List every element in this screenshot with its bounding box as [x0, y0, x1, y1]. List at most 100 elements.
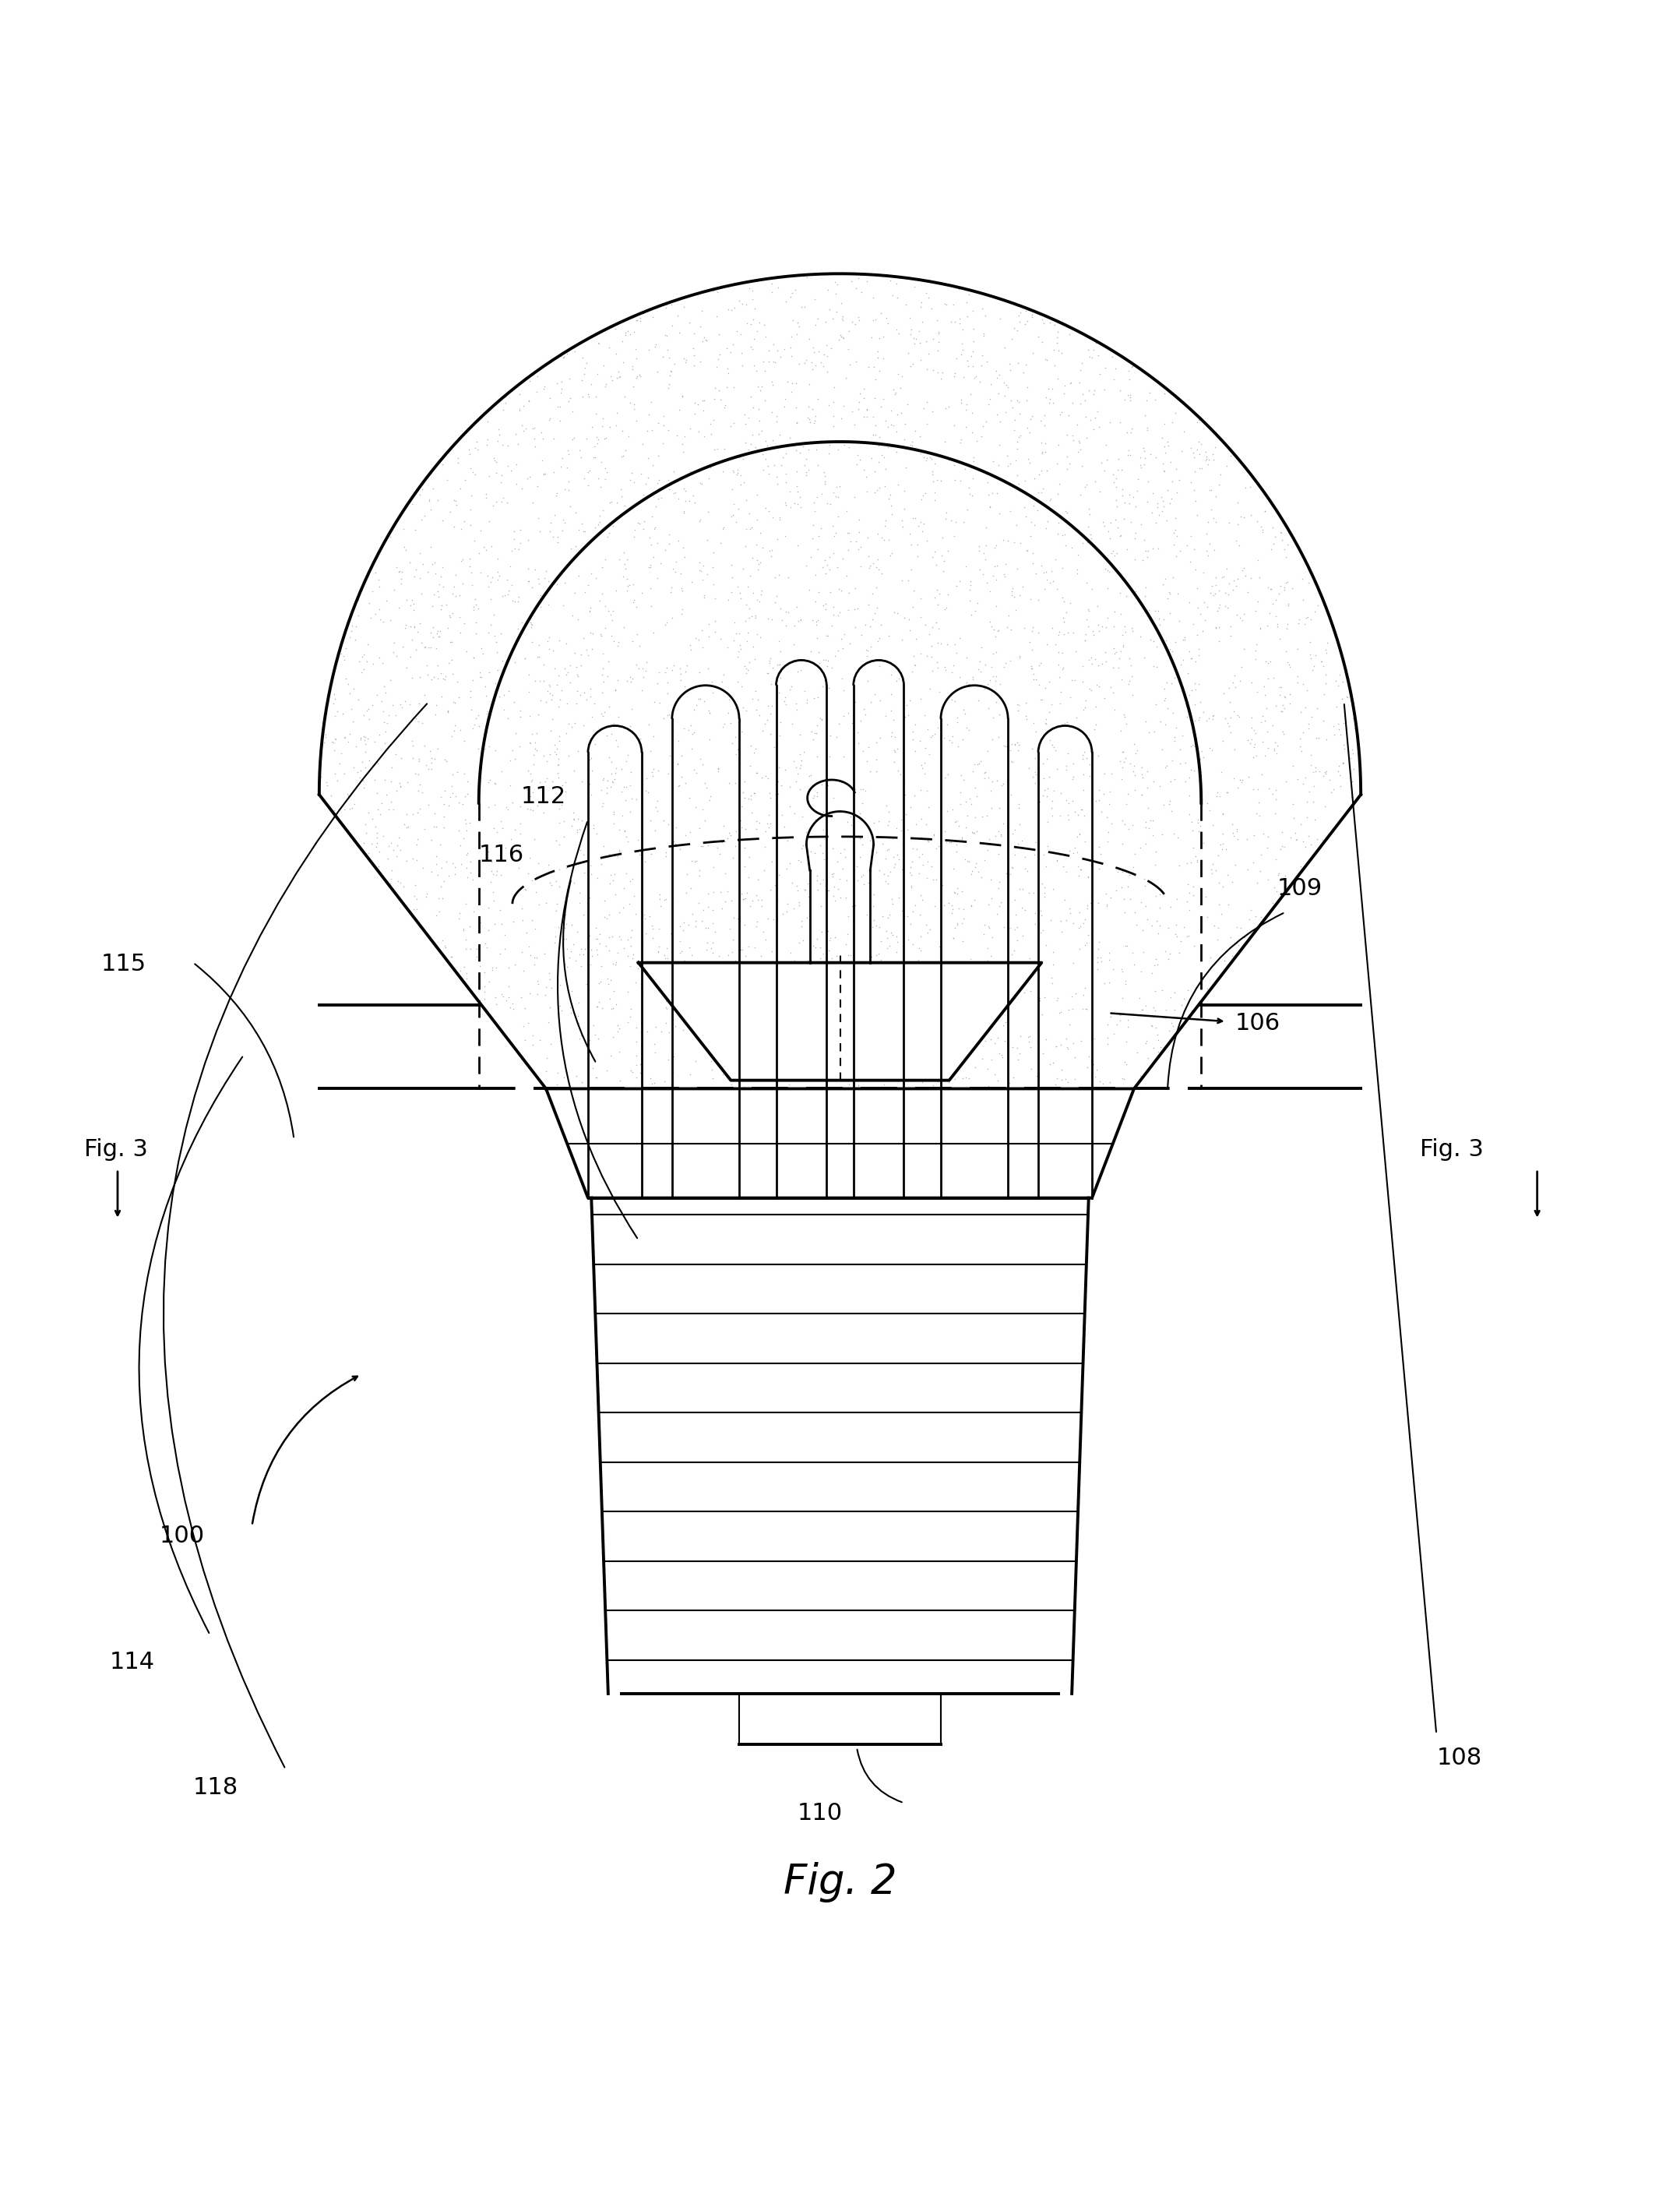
Point	[685, 504, 712, 539]
Point	[774, 1046, 801, 1081]
Point	[1183, 551, 1210, 586]
Point	[578, 741, 605, 776]
Point	[732, 588, 759, 624]
Point	[1200, 696, 1226, 732]
Point	[1253, 608, 1280, 643]
Point	[1294, 783, 1320, 818]
Point	[1211, 701, 1238, 736]
Point	[450, 911, 477, 946]
Point	[390, 869, 417, 904]
Point	[732, 654, 759, 690]
Point	[991, 378, 1018, 413]
Point	[556, 666, 583, 701]
Point	[1077, 338, 1104, 374]
Point	[1085, 772, 1112, 807]
Point	[1042, 1070, 1068, 1106]
Point	[764, 646, 791, 681]
Point	[956, 475, 983, 511]
Point	[573, 420, 600, 455]
Point	[1084, 1052, 1110, 1088]
Point	[731, 829, 758, 865]
Point	[570, 378, 596, 413]
Point	[509, 935, 536, 971]
Point	[538, 971, 564, 1006]
Point	[1122, 1066, 1149, 1101]
Point	[907, 933, 934, 968]
Point	[884, 265, 911, 301]
Point	[635, 551, 662, 586]
Point	[776, 1068, 803, 1103]
Point	[875, 429, 902, 464]
Point	[344, 754, 371, 789]
Point	[897, 907, 924, 942]
Point	[716, 683, 743, 719]
Point	[479, 528, 506, 564]
Point	[870, 522, 897, 557]
Point	[1149, 420, 1176, 455]
Point	[722, 1030, 749, 1066]
Point	[702, 581, 729, 617]
Point	[882, 847, 909, 882]
Point	[786, 347, 813, 383]
Point	[546, 723, 573, 758]
Point	[953, 991, 979, 1026]
Point	[870, 340, 897, 376]
Point	[727, 458, 754, 493]
Point	[827, 792, 853, 827]
Point	[1043, 842, 1070, 878]
Point	[680, 714, 707, 750]
Point	[875, 831, 902, 867]
Point	[551, 566, 578, 601]
Point	[1117, 376, 1144, 411]
Point	[1050, 652, 1077, 688]
Point	[360, 646, 386, 681]
Point	[926, 612, 953, 648]
Point	[1196, 701, 1223, 736]
Point	[1131, 440, 1158, 475]
Point	[544, 566, 571, 601]
Point	[1131, 447, 1158, 482]
Point	[1060, 422, 1087, 458]
Point	[1184, 632, 1211, 668]
Point	[786, 887, 813, 922]
Point	[1245, 584, 1272, 619]
Point	[553, 922, 580, 957]
Point	[1028, 436, 1055, 471]
Point	[1127, 451, 1154, 486]
Point	[486, 416, 512, 451]
Point	[880, 971, 907, 1006]
Point	[640, 752, 667, 787]
Point	[899, 721, 926, 756]
Point	[1065, 433, 1092, 469]
Point	[1095, 555, 1122, 590]
Point	[1272, 539, 1299, 575]
Point	[973, 542, 1000, 577]
Point	[853, 743, 880, 778]
Point	[645, 559, 672, 595]
Point	[591, 542, 618, 577]
Point	[669, 738, 696, 774]
Point	[366, 834, 393, 869]
Point	[894, 977, 921, 1013]
Point	[464, 431, 491, 467]
Point	[998, 612, 1025, 648]
Point	[991, 329, 1018, 365]
Point	[670, 942, 697, 977]
Point	[1139, 803, 1166, 838]
Point	[816, 1026, 843, 1061]
Point	[1326, 758, 1352, 794]
Point	[472, 926, 499, 962]
Point	[687, 343, 714, 378]
Point	[714, 937, 741, 973]
Point	[346, 761, 373, 796]
Point	[654, 931, 680, 966]
Point	[729, 882, 756, 918]
Point	[655, 975, 682, 1010]
Point	[1265, 858, 1292, 893]
Point	[820, 369, 847, 405]
Point	[853, 391, 880, 427]
Point	[427, 893, 454, 929]
Point	[1080, 1021, 1107, 1057]
Point	[413, 555, 440, 590]
Point	[869, 438, 895, 473]
